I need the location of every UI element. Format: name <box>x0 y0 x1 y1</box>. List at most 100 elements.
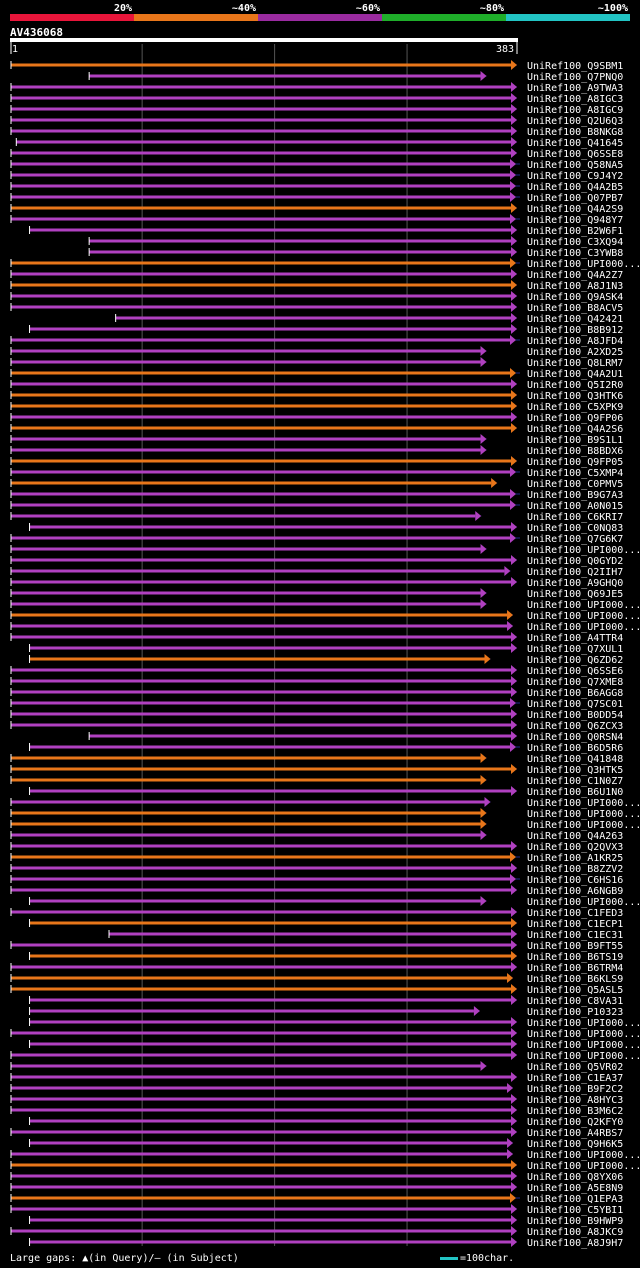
hit-label[interactable]: UniRef100_B8BDX6 <box>527 446 623 457</box>
hit-row[interactable]: UniRef100_A4TTR4 <box>10 632 623 644</box>
hit-label[interactable]: UniRef100_UPI000... <box>527 622 640 633</box>
hit-row[interactable]: UniRef100_Q6SSE6 <box>10 665 623 677</box>
hit-label[interactable]: UniRef100_Q8LRM7 <box>527 358 623 369</box>
hit-label[interactable]: UniRef100_B2W6F1 <box>527 226 623 237</box>
hit-row[interactable]: UniRef100_Q4A2Z7 <box>10 269 623 281</box>
hit-label[interactable]: UniRef100_Q2U6Q3 <box>527 116 623 127</box>
hit-row[interactable]: UniRef100_B9G7A3 <box>10 489 623 501</box>
hit-row[interactable]: UniRef100_UPI000... <box>29 1017 640 1029</box>
hit-row[interactable]: UniRef100_Q7XUL1 <box>29 643 624 655</box>
hit-row[interactable]: UniRef100_Q6ZD62 <box>29 654 624 666</box>
hit-row[interactable]: UniRef100_B6D5R6 <box>29 742 624 754</box>
hit-row[interactable]: UniRef100_C5YBI1 <box>10 1204 623 1216</box>
hit-label[interactable]: UniRef100_A8HYC3 <box>527 1095 623 1106</box>
hit-label[interactable]: UniRef100_B6TRM4 <box>527 963 623 974</box>
hit-row[interactable]: UniRef100_UPI000... <box>10 610 640 622</box>
hit-label[interactable]: UniRef100_Q42421 <box>527 314 623 325</box>
hit-label[interactable]: UniRef100_P10323 <box>527 1007 623 1018</box>
hit-row[interactable]: UniRef100_Q5VR02 <box>10 1061 623 1073</box>
hit-label[interactable]: UniRef100_Q6ZD62 <box>527 655 623 666</box>
hit-row[interactable]: UniRef100_B8ZZV2 <box>10 863 623 875</box>
hit-row[interactable]: UniRef100_Q2QVX3 <box>10 841 623 853</box>
hit-label[interactable]: UniRef100_C6HS16 <box>527 875 623 886</box>
hit-label[interactable]: UniRef100_A4RBS7 <box>527 1128 623 1139</box>
hit-row[interactable]: UniRef100_UPI000... <box>10 1050 640 1062</box>
hit-label[interactable]: UniRef100_Q4A2S9 <box>527 204 623 215</box>
hit-label[interactable]: UniRef100_A8JFD4 <box>527 336 623 347</box>
hit-label[interactable]: UniRef100_UPI000... <box>527 1051 640 1062</box>
hit-row[interactable]: UniRef100_B0DD54 <box>10 709 623 721</box>
hit-row[interactable]: UniRef100_C1EA37 <box>10 1072 623 1084</box>
hit-label[interactable]: UniRef100_A0N015 <box>527 501 623 512</box>
hit-row[interactable]: UniRef100_UPI000... <box>10 621 640 633</box>
hit-label[interactable]: UniRef100_B9FT55 <box>527 941 623 952</box>
hit-label[interactable]: UniRef100_UPI000... <box>527 897 640 908</box>
hit-row[interactable]: UniRef100_Q2KFY0 <box>29 1116 624 1128</box>
hit-row[interactable]: UniRef100_Q7PNQ0 <box>88 71 623 83</box>
hit-label[interactable]: UniRef100_A5E8N9 <box>527 1183 623 1194</box>
hit-row[interactable]: UniRef100_P10323 <box>29 1006 624 1018</box>
hit-row[interactable]: UniRef100_B2W6F1 <box>29 225 624 237</box>
hit-row[interactable]: UniRef100_Q42421 <box>115 313 624 325</box>
hit-row[interactable]: UniRef100_Q8YX06 <box>10 1171 623 1183</box>
hit-label[interactable]: UniRef100_B9HWP9 <box>527 1216 623 1227</box>
hit-label[interactable]: UniRef100_Q07PB7 <box>527 193 623 204</box>
hit-label[interactable]: UniRef100_A8JKC9 <box>527 1227 623 1238</box>
hit-label[interactable]: UniRef100_Q9ASK4 <box>527 292 623 303</box>
hit-label[interactable]: UniRef100_Q2KFY0 <box>527 1117 623 1128</box>
hit-label[interactable]: UniRef100_C3XQ94 <box>527 237 623 248</box>
hit-label[interactable]: UniRef100_Q9H6K5 <box>527 1139 623 1150</box>
hit-row[interactable]: UniRef100_B6TRM4 <box>10 962 623 974</box>
hit-row[interactable]: UniRef100_Q9SBM1 <box>10 60 623 72</box>
hit-row[interactable]: UniRef100_C0NQ83 <box>29 522 624 534</box>
hit-row[interactable]: UniRef100_UPI000... <box>10 544 640 556</box>
hit-label[interactable]: UniRef100_B8ZZV2 <box>527 864 623 875</box>
hit-row[interactable]: UniRef100_Q5ASL5 <box>10 984 623 996</box>
hit-row[interactable]: UniRef100_B6AGG8 <box>10 687 623 699</box>
hit-label[interactable]: UniRef100_Q0RSN4 <box>527 732 623 743</box>
hit-row[interactable]: UniRef100_B9HWP9 <box>29 1215 624 1227</box>
hit-row[interactable]: UniRef100_B6U1N0 <box>29 786 624 798</box>
hit-label[interactable]: UniRef100_Q41645 <box>527 138 623 149</box>
hit-row[interactable]: UniRef100_Q2IIH7 <box>10 566 623 578</box>
hit-row[interactable]: UniRef100_C6HS16 <box>10 874 623 886</box>
hit-label[interactable]: UniRef100_C1EA37 <box>527 1073 623 1084</box>
hit-label[interactable]: UniRef100_B6KLS9 <box>527 974 623 985</box>
hit-label[interactable]: UniRef100_Q2IIH7 <box>527 567 623 578</box>
hit-label[interactable]: UniRef100_Q4A2U1 <box>527 369 623 380</box>
hit-label[interactable]: UniRef100_UPI000... <box>527 600 640 611</box>
hit-label[interactable]: UniRef100_UPI000... <box>527 1150 640 1161</box>
hit-row[interactable]: UniRef100_Q7G6K7 <box>10 533 623 545</box>
hit-label[interactable]: UniRef100_Q7G6K7 <box>527 534 623 545</box>
hit-row[interactable]: UniRef100_C5XMP4 <box>10 467 623 479</box>
hit-label[interactable]: UniRef100_Q2QVX3 <box>527 842 623 853</box>
hit-row[interactable]: UniRef100_Q41645 <box>15 137 623 149</box>
hit-label[interactable]: UniRef100_Q7SC01 <box>527 699 623 710</box>
hit-label[interactable]: UniRef100_Q69JE5 <box>527 589 623 600</box>
hit-row[interactable]: UniRef100_A9TWA3 <box>10 82 623 94</box>
hit-label[interactable]: UniRef100_Q948Y7 <box>527 215 623 226</box>
hit-label[interactable]: UniRef100_A2XD25 <box>527 347 623 358</box>
hit-label[interactable]: UniRef100_B8ACV5 <box>527 303 623 314</box>
hit-row[interactable]: UniRef100_Q5I2R0 <box>10 379 623 391</box>
hit-label[interactable]: UniRef100_A8IGC3 <box>527 94 623 105</box>
hit-label[interactable]: UniRef100_B9F2C2 <box>527 1084 623 1095</box>
hit-label[interactable]: UniRef100_Q7PNQ0 <box>527 72 623 83</box>
hit-row[interactable]: UniRef100_B6TS19 <box>29 951 624 963</box>
hit-label[interactable]: UniRef100_Q6SSE8 <box>527 149 623 160</box>
hit-row[interactable]: UniRef100_Q69JE5 <box>10 588 623 600</box>
hit-row[interactable]: UniRef100_UPI000... <box>10 808 640 820</box>
hit-label[interactable]: UniRef100_Q0GYD2 <box>527 556 623 567</box>
hit-row[interactable]: UniRef100_UPI000... <box>10 797 640 809</box>
hit-row[interactable]: UniRef100_C1N0Z7 <box>10 775 623 787</box>
hit-label[interactable]: UniRef100_B3M6C2 <box>527 1106 623 1117</box>
hit-row[interactable]: UniRef100_Q2U6Q3 <box>10 115 623 127</box>
hit-label[interactable]: UniRef100_UPI000... <box>527 798 640 809</box>
hit-label[interactable]: UniRef100_A8J1N3 <box>527 281 623 292</box>
hit-row[interactable]: UniRef100_C3YWB8 <box>88 247 623 259</box>
hit-row[interactable]: UniRef100_A1KR25 <box>10 852 623 864</box>
hit-row[interactable]: UniRef100_Q1EPA3 <box>10 1193 623 1205</box>
hit-row[interactable]: UniRef100_C1FED3 <box>10 907 623 919</box>
hit-label[interactable]: UniRef100_B6U1N0 <box>527 787 623 798</box>
hit-row[interactable]: UniRef100_Q4A2S9 <box>10 203 623 215</box>
